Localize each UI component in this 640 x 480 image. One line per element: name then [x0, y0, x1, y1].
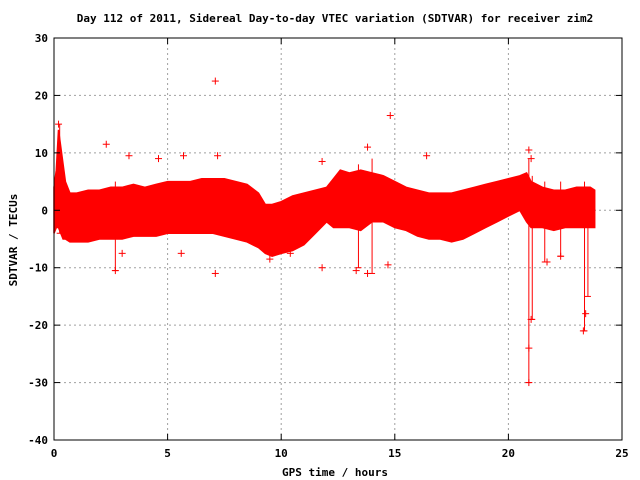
data-point: [352, 267, 360, 275]
data-point: [543, 258, 551, 266]
x-tick-label: 15: [388, 447, 401, 460]
data-point: [318, 157, 326, 165]
data-point: [579, 327, 587, 335]
data-point: [286, 249, 294, 257]
data-point: [525, 344, 533, 352]
data-point: [527, 315, 535, 323]
data-point: [384, 261, 392, 269]
y-tick-label: -10: [28, 262, 48, 275]
x-tick-label: 0: [51, 447, 58, 460]
data-point: [125, 152, 133, 160]
x-tick-label: 25: [615, 447, 628, 460]
chart-title: Day 112 of 2011, Sidereal Day-to-day VTE…: [77, 12, 594, 25]
x-tick-label: 10: [275, 447, 288, 460]
data-point: [211, 77, 219, 85]
data-point: [318, 264, 326, 272]
x-axis-label: GPS time / hours: [282, 466, 388, 479]
data-series: [53, 77, 596, 387]
data-point: [55, 120, 63, 128]
data-point: [527, 155, 535, 163]
data-point: [525, 379, 533, 387]
data-point: [557, 252, 565, 260]
y-axis-label: SDTVAR / TECUs: [7, 194, 20, 287]
data-point: [180, 152, 188, 160]
y-tick-label: 10: [35, 147, 48, 160]
data-point: [386, 112, 394, 120]
data-band: [53, 129, 596, 257]
data-point: [525, 146, 533, 154]
data-point: [364, 269, 372, 277]
y-tick-label: -30: [28, 377, 48, 390]
data-point: [177, 249, 185, 257]
x-tick-label: 20: [502, 447, 515, 460]
x-tick-label: 5: [164, 447, 171, 460]
y-tick-label: 30: [35, 32, 48, 45]
axis-ticks: 0 5 10 15 20 25 -40 -30 -20 -10 0 10 20 30: [28, 32, 629, 460]
data-point: [111, 267, 119, 275]
grid-lines: [54, 38, 622, 440]
data-point: [214, 152, 222, 160]
data-point: [102, 140, 110, 148]
data-point: [423, 152, 431, 160]
data-point: [211, 269, 219, 277]
data-point: [266, 255, 274, 263]
data-point: [582, 310, 590, 318]
data-point: [118, 249, 126, 257]
plot-frame: [53, 37, 623, 441]
y-tick-label: -20: [28, 319, 48, 332]
y-tick-label: 20: [35, 89, 48, 102]
y-tick-label: -40: [28, 434, 48, 447]
data-point: [155, 155, 163, 163]
y-tick-label: 0: [41, 204, 48, 217]
data-point: [364, 143, 372, 151]
